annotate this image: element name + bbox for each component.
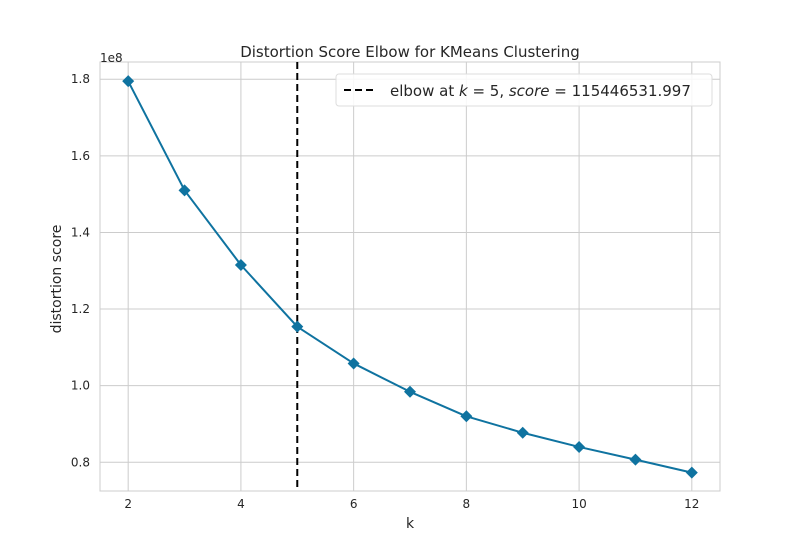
x-tick-label: 10 [571,497,586,511]
y-tick-label: 1.6 [71,149,90,163]
y-tick-label: 1.2 [71,302,90,316]
data-point-marker [629,453,642,466]
legend: elbow at k = 5, score = 115446531.997 [335,73,713,107]
data-point-marker [460,410,473,423]
x-tick-label: 4 [237,497,245,511]
data-point-marker [573,440,586,453]
legend-score-value: = 115446531.997 [550,82,691,100]
y-tick-label: 1.8 [71,72,90,86]
chart-title: Distortion Score Elbow for KMeans Cluste… [240,43,580,61]
y-tick-label: 1.4 [71,225,90,239]
x-tick-label: 2 [124,497,132,511]
legend-prefix: elbow at [390,82,459,100]
plot-frame [99,61,721,492]
y-axis-title: distortion score [49,225,65,334]
data-point-marker [516,426,529,439]
data-point-marker [404,385,416,398]
data-point-marker [291,320,304,333]
data-point-marker [178,184,191,197]
x-axis-title: k [406,516,415,532]
x-tick-label: 12 [684,497,699,511]
legend-k-symbol: k [459,82,469,100]
data-point-marker [122,75,135,88]
y-tick-label: 0.8 [71,455,90,469]
legend-score-symbol: score [509,82,550,100]
y-multiplier-label: 1e8 [100,51,123,65]
data-point-marker [347,357,360,370]
data-point-marker [234,259,247,272]
data-point-marker [685,466,698,479]
legend-label: elbow at k = 5, score = 115446531.997 [390,82,691,100]
y-tick-label: 1.0 [71,379,90,393]
tick-labels: 2 4 6 8 10 12 0.8 1.0 1.2 1.4 1.6 1.8 [71,72,700,511]
legend-k-value: = 5, [468,82,509,100]
x-tick-label: 6 [350,497,358,511]
x-tick-label: 8 [463,497,471,511]
series-layer [122,75,698,479]
legend-box [335,73,713,107]
grid-lines [100,62,720,491]
